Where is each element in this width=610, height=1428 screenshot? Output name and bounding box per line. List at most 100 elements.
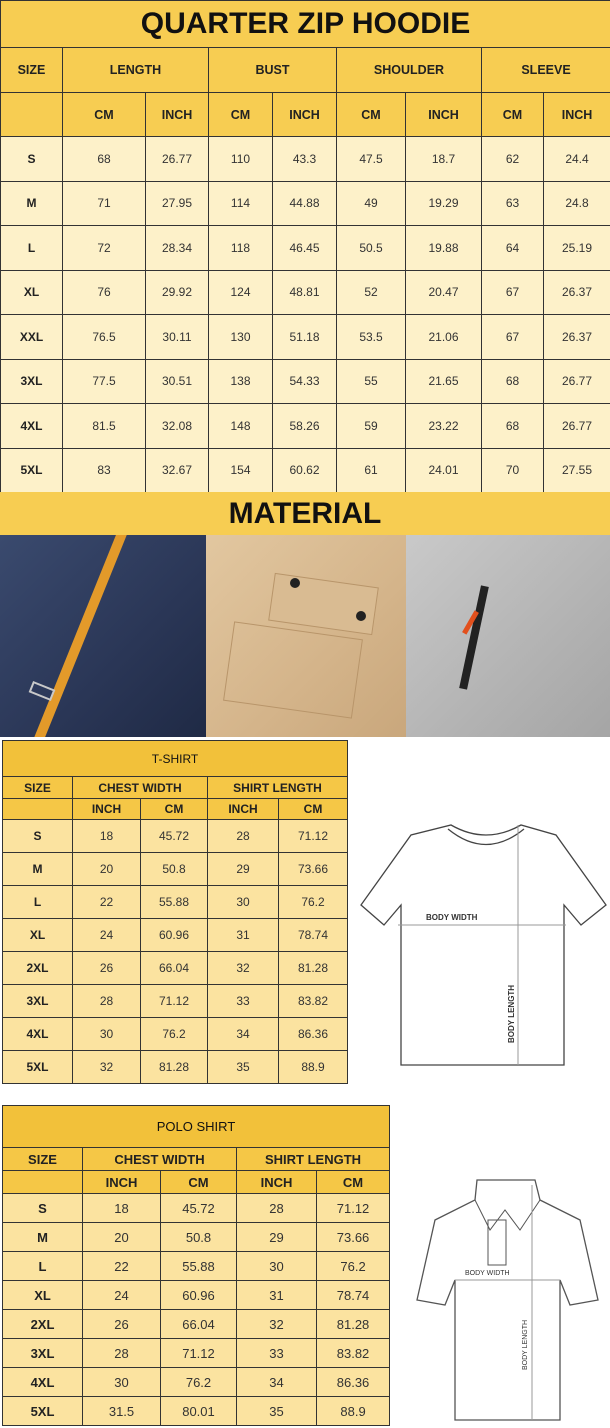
- value-cell: 23.22: [405, 403, 482, 449]
- header-chest-width: CHEST WIDTH: [72, 776, 208, 799]
- value-cell: 19.29: [405, 180, 482, 226]
- value-cell: 31: [236, 1280, 317, 1310]
- size-cell: L: [0, 225, 63, 271]
- value-cell: 46.45: [272, 225, 337, 271]
- value-cell: 32: [72, 1050, 141, 1084]
- value-cell: 50.8: [140, 852, 208, 886]
- value-cell: 124: [208, 269, 273, 315]
- value-cell: 60.96: [140, 918, 208, 952]
- value-cell: 80.01: [160, 1396, 237, 1426]
- value-cell: 26.77: [542, 403, 610, 449]
- value-cell: 154: [208, 447, 273, 493]
- value-cell: 20: [72, 852, 141, 886]
- unit-cm: CM: [62, 92, 146, 137]
- size-cell: 3XL: [2, 1338, 83, 1368]
- table-row: 3XL 28 71.12 33 83.82: [2, 1338, 391, 1368]
- value-cell: 60.62: [272, 447, 337, 493]
- value-cell: 48.81: [272, 269, 337, 315]
- table-row: 2XL 26 66.04 32 81.28: [2, 1309, 391, 1339]
- value-cell: 77.5: [62, 358, 146, 404]
- header-chest-width: CHEST WIDTH: [82, 1147, 237, 1171]
- value-cell: 68: [62, 136, 146, 182]
- polo-outline: [416, 1179, 599, 1421]
- body-length-label: BODY LENGTH: [522, 1320, 529, 1370]
- size-cell: 2XL: [2, 951, 73, 985]
- table-row: S 18 45.72 28 71.12: [2, 1193, 391, 1223]
- tshirt-title: T-SHIRT: [1, 740, 349, 777]
- value-cell: 20.47: [405, 269, 482, 315]
- value-cell: 114: [208, 180, 273, 226]
- unit-cm: CM: [140, 798, 208, 820]
- unit-inch: INCH: [542, 92, 610, 137]
- value-cell: 130: [208, 314, 273, 360]
- value-cell: 51.18: [272, 314, 337, 360]
- material-photo-tan-pocket: [206, 535, 406, 737]
- value-cell: 29.92: [145, 269, 209, 315]
- value-cell: 32: [236, 1309, 317, 1339]
- value-cell: 59: [336, 403, 406, 449]
- unit-blank: [0, 92, 63, 137]
- body-length-label: BODY LENGTH: [507, 985, 516, 1043]
- header-shirt-length: SHIRT LENGTH: [206, 776, 349, 799]
- value-cell: 30.11: [145, 314, 209, 360]
- value-cell: 61: [336, 447, 406, 493]
- size-cell: 3XL: [0, 358, 63, 404]
- value-cell: 76.2: [315, 1251, 391, 1281]
- value-cell: 18: [82, 1193, 161, 1223]
- value-cell: 73.66: [315, 1222, 391, 1252]
- value-cell: 28: [236, 1193, 317, 1223]
- value-cell: 76: [62, 269, 146, 315]
- unit-cm: CM: [336, 92, 406, 137]
- value-cell: 71.12: [277, 819, 349, 853]
- unit-cm: CM: [481, 92, 544, 137]
- body-width-label: BODY WIDTH: [465, 1270, 510, 1277]
- value-cell: 50.5: [336, 225, 406, 271]
- value-cell: 28.34: [145, 225, 209, 271]
- table-row: 2XL 26 66.04 32 81.28: [2, 951, 349, 985]
- value-cell: 55.88: [140, 885, 208, 919]
- unit-inch: INCH: [272, 92, 337, 137]
- value-cell: 26.37: [542, 269, 610, 315]
- value-cell: 24.4: [542, 136, 610, 182]
- value-cell: 28: [82, 1338, 161, 1368]
- value-cell: 35: [207, 1050, 279, 1084]
- value-cell: 47.5: [336, 136, 406, 182]
- value-cell: 25.19: [542, 225, 610, 271]
- size-cell: L: [2, 885, 73, 919]
- value-cell: 26.37: [542, 314, 610, 360]
- value-cell: 49: [336, 180, 406, 226]
- value-cell: 83: [62, 447, 146, 493]
- value-cell: 67: [481, 314, 544, 360]
- value-cell: 118: [208, 225, 273, 271]
- value-cell: 27.95: [145, 180, 209, 226]
- value-cell: 26.77: [145, 136, 209, 182]
- size-cell: 4XL: [2, 1367, 83, 1397]
- value-cell: 72: [62, 225, 146, 271]
- value-cell: 32.08: [145, 403, 209, 449]
- value-cell: 71.12: [160, 1338, 237, 1368]
- value-cell: 110: [208, 136, 273, 182]
- value-cell: 138: [208, 358, 273, 404]
- table-row: 5XL 31.5 80.01 35 88.9: [2, 1396, 391, 1426]
- size-cell: XL: [2, 918, 73, 952]
- value-cell: 60.96: [160, 1280, 237, 1310]
- value-cell: 32.67: [145, 447, 209, 493]
- header-size: SIZE: [2, 776, 73, 799]
- material-title: MATERIAL: [0, 492, 610, 535]
- size-cell: S: [2, 819, 73, 853]
- table-row: M 71 27.95 114 44.88 49 19.29 63 24.8: [0, 180, 610, 226]
- value-cell: 19.88: [405, 225, 482, 271]
- unit-cm: CM: [277, 798, 349, 820]
- value-cell: 88.9: [277, 1050, 349, 1084]
- value-cell: 21.65: [405, 358, 482, 404]
- value-cell: 68: [481, 403, 544, 449]
- size-cell: 5XL: [2, 1050, 73, 1084]
- table-row: L 22 55.88 30 76.2: [2, 1251, 391, 1281]
- table-row: M 20 50.8 29 73.66: [2, 852, 349, 886]
- material-photo-navy-pocket: [0, 535, 206, 737]
- table-row: 3XL 28 71.12 33 83.82: [2, 984, 349, 1018]
- header-length: LENGTH: [62, 47, 209, 93]
- unit-inch: INCH: [82, 1170, 161, 1194]
- value-cell: 66.04: [140, 951, 208, 985]
- value-cell: 67: [481, 269, 544, 315]
